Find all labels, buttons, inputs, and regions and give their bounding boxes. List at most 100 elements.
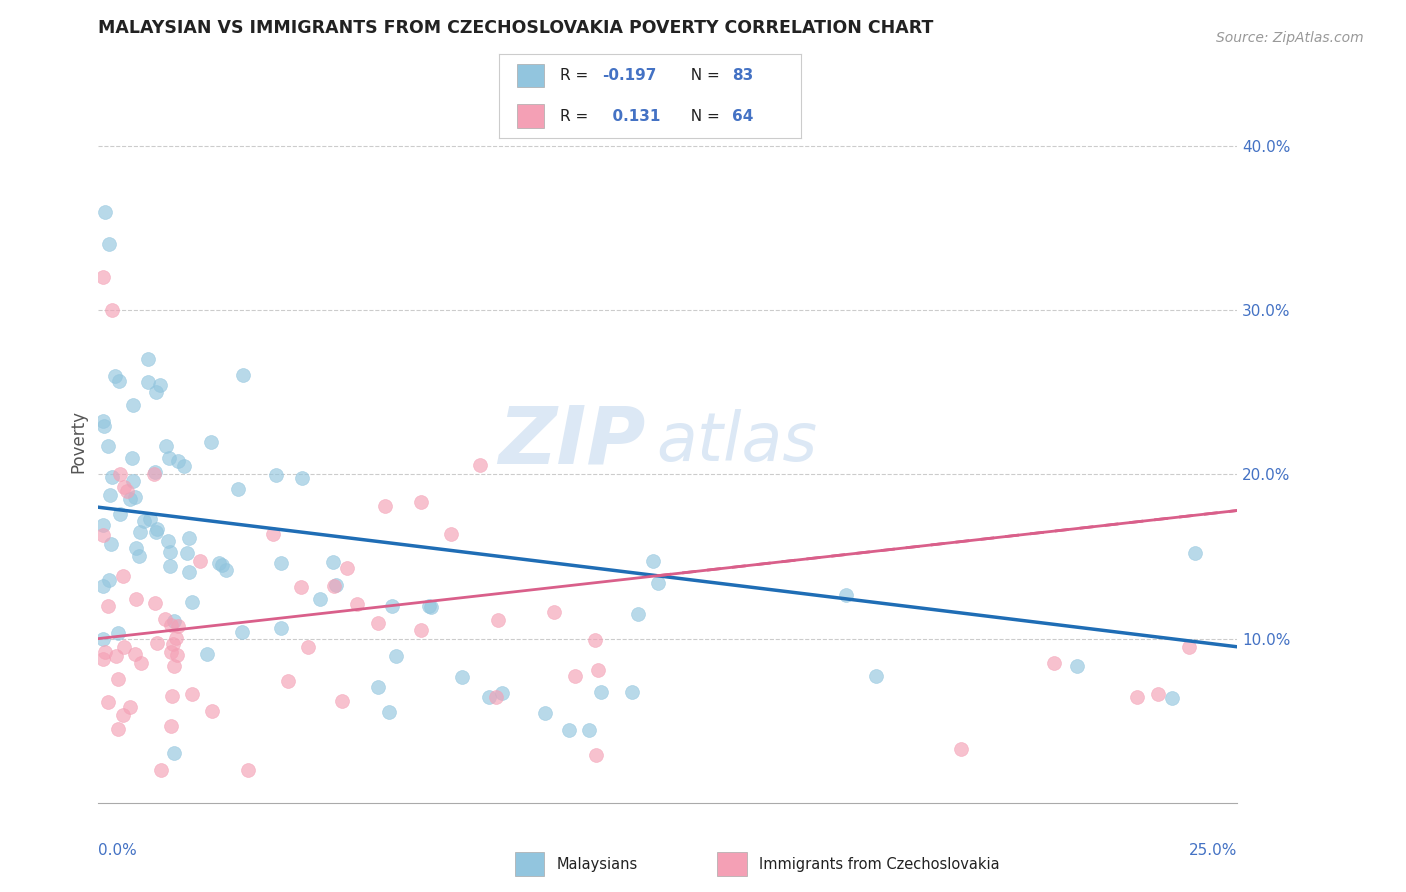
Point: [1177, 640, 1199, 654]
Point: [153, 612, 176, 626]
Point: [145, 385, 167, 400]
Point: [128, 549, 150, 563]
Point: [297, 640, 319, 654]
Point: [208, 557, 231, 571]
Point: [325, 578, 347, 592]
Point: [163, 615, 186, 629]
Point: [322, 555, 344, 569]
Point: [589, 684, 612, 698]
Point: [91, 632, 114, 646]
Text: 0.0%: 0.0%: [98, 843, 138, 857]
Point: [101, 303, 124, 318]
Point: [121, 451, 143, 466]
Point: [167, 454, 190, 468]
Text: atlas: atlas: [657, 409, 817, 475]
Point: [104, 368, 127, 383]
Point: [125, 541, 148, 555]
Point: [97, 695, 120, 709]
Point: [159, 545, 181, 559]
Point: [1160, 691, 1182, 706]
Text: N =: N =: [681, 109, 724, 124]
Point: [420, 600, 443, 615]
Point: [323, 579, 346, 593]
Point: [367, 615, 389, 630]
Point: [188, 554, 211, 568]
Point: [149, 378, 172, 392]
Point: [122, 398, 145, 412]
Point: [491, 686, 513, 700]
Point: [160, 719, 183, 733]
Point: [112, 640, 135, 655]
Text: ZIP: ZIP: [498, 402, 645, 481]
Point: [93, 204, 115, 219]
Text: Malaysians: Malaysians: [557, 857, 638, 871]
Point: [117, 483, 139, 498]
Text: R =: R =: [560, 109, 593, 124]
Point: [91, 517, 114, 532]
Point: [129, 657, 152, 671]
Text: MALAYSIAN VS IMMIGRANTS FROM CZECHOSLOVAKIA POVERTY CORRELATION CHART: MALAYSIAN VS IMMIGRANTS FROM CZECHOSLOVA…: [98, 19, 934, 37]
Point: [136, 352, 159, 367]
Point: [165, 631, 187, 645]
Point: [950, 742, 973, 756]
Bar: [717, 853, 747, 876]
Point: [97, 573, 120, 587]
Point: [583, 633, 606, 648]
Point: [641, 554, 664, 568]
Point: [865, 669, 887, 683]
Text: 0.131: 0.131: [602, 109, 661, 124]
Y-axis label: Poverty: Poverty: [69, 410, 87, 473]
Point: [139, 512, 162, 526]
Point: [91, 528, 114, 542]
Point: [231, 624, 253, 639]
Bar: [517, 104, 544, 128]
Point: [107, 673, 129, 687]
Point: [128, 525, 150, 540]
Point: [626, 607, 648, 621]
Point: [262, 527, 284, 541]
Point: [118, 700, 141, 714]
Point: [238, 763, 260, 777]
Point: [97, 439, 120, 453]
Point: [215, 563, 238, 577]
Point: [110, 467, 132, 482]
Point: [112, 480, 135, 494]
Point: [564, 669, 586, 683]
Point: [155, 439, 177, 453]
Point: [93, 418, 115, 433]
Point: [146, 522, 169, 536]
Point: [290, 580, 312, 594]
Point: [101, 470, 124, 484]
Point: [105, 648, 128, 663]
Point: [381, 599, 404, 613]
Point: [180, 595, 202, 609]
Point: [143, 465, 166, 479]
Point: [173, 458, 195, 473]
Point: [264, 468, 287, 483]
Point: [330, 694, 353, 708]
Point: [125, 591, 148, 606]
Point: [309, 592, 332, 607]
Point: [160, 645, 183, 659]
Point: [166, 648, 188, 663]
Point: [91, 414, 114, 428]
Point: [409, 494, 432, 508]
Point: [346, 597, 368, 611]
Point: [200, 434, 222, 449]
Point: [100, 537, 122, 551]
Point: [94, 645, 117, 659]
Point: [367, 680, 389, 694]
Text: Source: ZipAtlas.com: Source: ZipAtlas.com: [1216, 31, 1364, 45]
Point: [91, 579, 114, 593]
Point: [1066, 658, 1088, 673]
Point: [620, 685, 643, 699]
Point: [1126, 690, 1149, 705]
Point: [98, 237, 121, 252]
Point: [124, 647, 146, 661]
Point: [226, 482, 249, 496]
Point: [835, 588, 858, 602]
Point: [150, 763, 173, 777]
Point: [98, 488, 121, 502]
Point: [291, 471, 314, 485]
Point: [97, 599, 120, 614]
